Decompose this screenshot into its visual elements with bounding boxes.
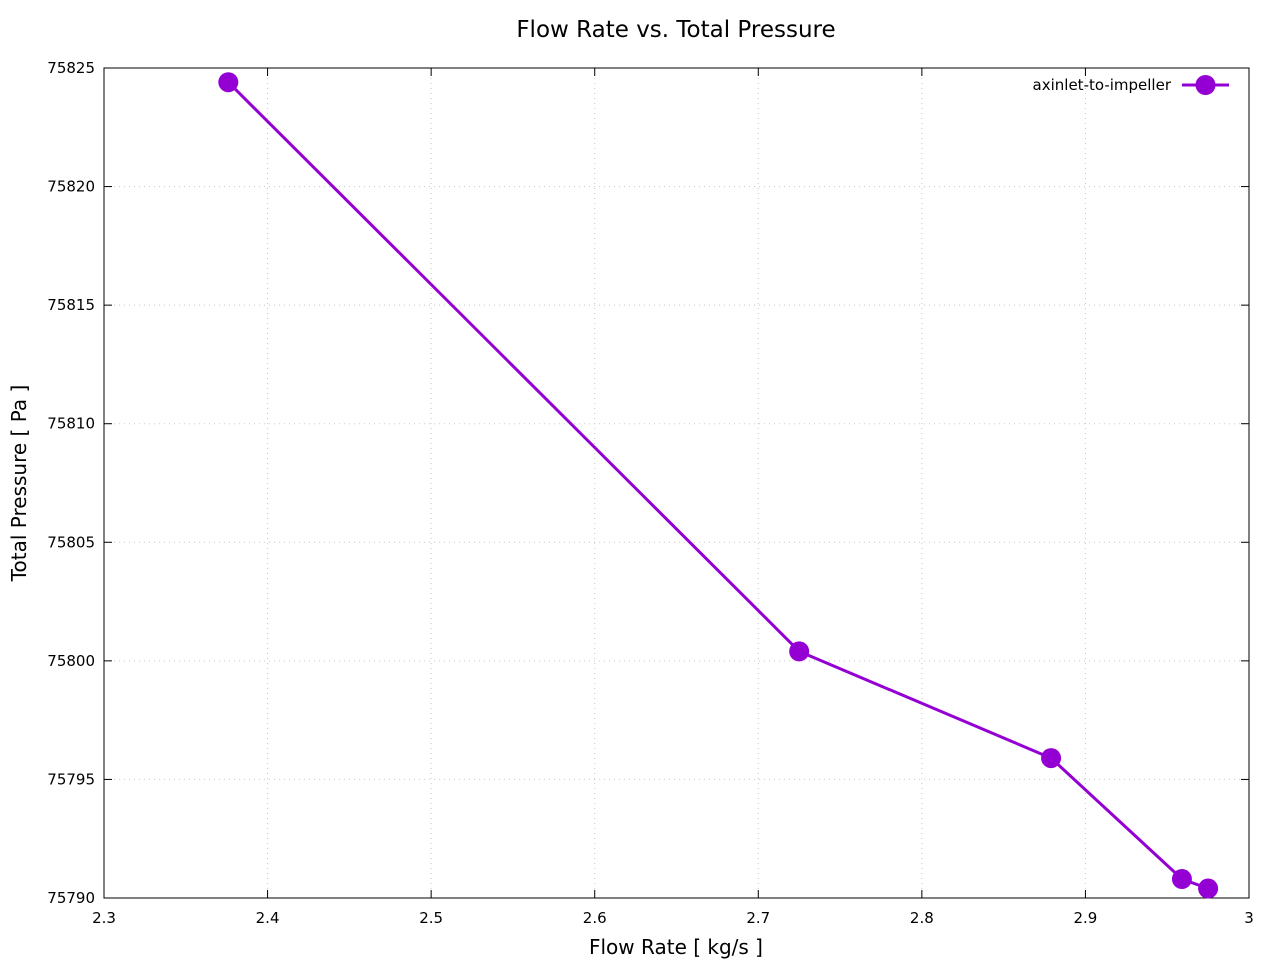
y-tick-label: 75800 [47,652,95,670]
data-point [218,72,239,93]
data-point [1171,869,1192,890]
grid-lines [104,68,1249,898]
y-tick-label: 75815 [47,296,95,314]
x-tick-label: 2.9 [1073,909,1097,927]
x-tick-label: 2.3 [92,909,116,927]
data-point [789,641,810,662]
plot-frame [103,67,1250,899]
x-tick-label: 2.6 [583,909,607,927]
x-tick-label: 3 [1244,909,1254,927]
y-axis-title: Total Pressure [ Pa ] [7,385,31,583]
data-point [1198,878,1219,899]
y-tick-label: 75825 [47,59,95,77]
chart-title: Flow Rate vs. Total Pressure [516,17,835,43]
series-layer [218,72,1219,899]
data-point [1041,748,1062,769]
x-tick-label: 2.7 [746,909,770,927]
x-tick-label: 2.8 [910,909,934,927]
legend: axinlet-to-impeller [1033,75,1229,95]
y-tick-label: 75805 [47,533,95,551]
x-tick-label: 2.5 [419,909,443,927]
y-tick-label: 75790 [47,889,95,907]
y-tick-label: 75820 [47,178,95,196]
axis-ticks [103,67,1250,899]
legend-marker [1195,75,1216,95]
x-axis-title: Flow Rate [ kg/s ] [589,935,763,959]
legend-label: axinlet-to-impeller [1033,76,1172,94]
x-tick-labels: 2.3 2.4 2.5 2.6 2.7 2.8 2.9 3 [92,909,1254,927]
y-tick-labels: 75790 75795 75800 75805 75810 75815 75820 75825 [47,59,95,907]
y-tick-label: 75810 [47,415,95,433]
y-tick-label: 75795 [47,770,95,788]
series-line [227,81,1209,890]
x-tick-label: 2.4 [256,909,280,927]
